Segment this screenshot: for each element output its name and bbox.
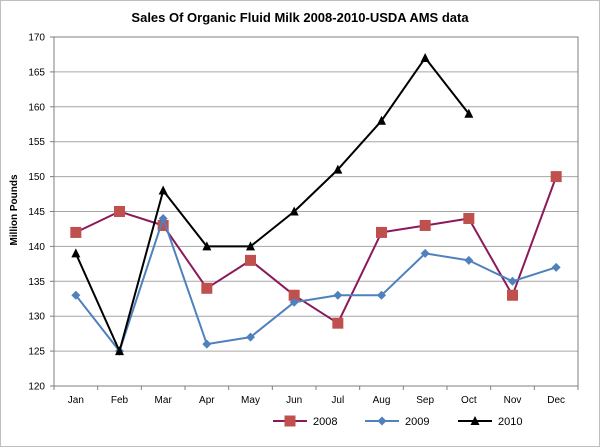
data-point-2009 bbox=[202, 339, 212, 349]
y-tick-label: 145 bbox=[28, 207, 45, 218]
data-point-2009 bbox=[333, 290, 343, 300]
series-line-2008 bbox=[75, 176, 558, 325]
legend-label: 2010 bbox=[498, 416, 522, 428]
data-point-2009 bbox=[289, 297, 299, 307]
data-point-2008 bbox=[201, 282, 213, 294]
legend-label: 2008 bbox=[313, 416, 337, 428]
legend-item-2009: 2009 bbox=[365, 416, 429, 428]
data-point-2009 bbox=[551, 262, 561, 272]
legend-marker bbox=[284, 415, 296, 427]
data-point-2010 bbox=[71, 248, 81, 258]
y-tick-label: 165 bbox=[28, 67, 45, 78]
y-tick-label: 135 bbox=[28, 277, 45, 288]
y-tick-label: 130 bbox=[28, 312, 45, 323]
legend: 2008 2009 2010 bbox=[273, 415, 522, 428]
x-tick-label: Aug bbox=[373, 395, 391, 406]
chart-title: Sales Of Organic Fluid Milk 2008-2010-US… bbox=[131, 10, 469, 25]
data-point-2009 bbox=[508, 276, 517, 286]
data-point-2009 bbox=[71, 290, 81, 300]
data-point-2008 bbox=[332, 317, 344, 329]
y-tick-label: 140 bbox=[28, 242, 45, 253]
data-point-2008 bbox=[114, 206, 125, 217]
legend-marker bbox=[377, 416, 387, 426]
data-point-2009 bbox=[464, 255, 474, 265]
x-tick-label: Dec bbox=[547, 395, 565, 406]
y-tick-label: 120 bbox=[28, 382, 45, 393]
x-tick-label: Feb bbox=[111, 395, 129, 406]
data-point-2010 bbox=[202, 241, 212, 251]
x-tick-label: Oct bbox=[461, 395, 477, 406]
data-point-2009 bbox=[420, 248, 430, 258]
series-line-2010 bbox=[74, 56, 470, 353]
legend-marker bbox=[470, 416, 480, 425]
data-point-2009 bbox=[377, 290, 386, 300]
x-tick-label: May bbox=[241, 395, 260, 406]
data-point-2008 bbox=[288, 289, 300, 301]
y-tick-label: 150 bbox=[28, 172, 45, 183]
legend-item-2008: 2008 bbox=[273, 415, 337, 428]
x-tick-label: Jul bbox=[331, 395, 344, 406]
data-point-2010 bbox=[158, 185, 168, 195]
series-lines bbox=[70, 52, 562, 356]
x-tick-label: Nov bbox=[504, 395, 522, 406]
data-point-2008 bbox=[463, 212, 475, 224]
y-axis-label: Million Pounds bbox=[9, 174, 20, 246]
series-2009 bbox=[71, 213, 561, 356]
data-point-2010 bbox=[246, 241, 255, 251]
x-tick-label: Sep bbox=[416, 395, 434, 406]
x-axis-ticks: Jan Feb Mar Apr May Jun Jul Aug Sep Oct Nov Dec bbox=[53, 386, 579, 406]
y-tick-label: 160 bbox=[28, 102, 45, 113]
series-2008 bbox=[70, 171, 562, 329]
x-tick-label: Mar bbox=[155, 395, 173, 406]
data-point-2008 bbox=[70, 226, 82, 238]
x-tick-label: Jan bbox=[68, 395, 84, 406]
data-point-2010 bbox=[333, 164, 343, 174]
y-axis-ticks: 120 125 130 135 140 145 150 155 160 165 170 bbox=[28, 33, 54, 393]
data-point-2008 bbox=[419, 219, 431, 231]
series-line-2009 bbox=[75, 217, 557, 353]
data-point-2010 bbox=[115, 346, 124, 356]
data-point-2008 bbox=[507, 289, 518, 301]
data-point-2008 bbox=[157, 219, 169, 231]
y-tick-label: 170 bbox=[28, 33, 45, 44]
data-point-2008 bbox=[245, 254, 256, 266]
data-point-2008 bbox=[376, 226, 387, 238]
data-point-2009 bbox=[158, 213, 168, 223]
x-tick-label: Jun bbox=[286, 395, 302, 406]
legend-item-2010: 2010 bbox=[458, 416, 522, 428]
data-point-2009 bbox=[246, 332, 255, 342]
data-point-2010 bbox=[377, 115, 386, 125]
series-2010 bbox=[71, 52, 474, 356]
data-point-2010 bbox=[464, 108, 474, 118]
y-tick-label: 125 bbox=[28, 347, 45, 358]
data-point-2010 bbox=[289, 206, 299, 216]
y-tick-label: 155 bbox=[28, 137, 45, 148]
data-point-2008 bbox=[550, 171, 562, 183]
data-point-2010 bbox=[420, 52, 430, 62]
legend-label: 2009 bbox=[405, 416, 429, 428]
x-tick-label: Apr bbox=[199, 395, 215, 406]
